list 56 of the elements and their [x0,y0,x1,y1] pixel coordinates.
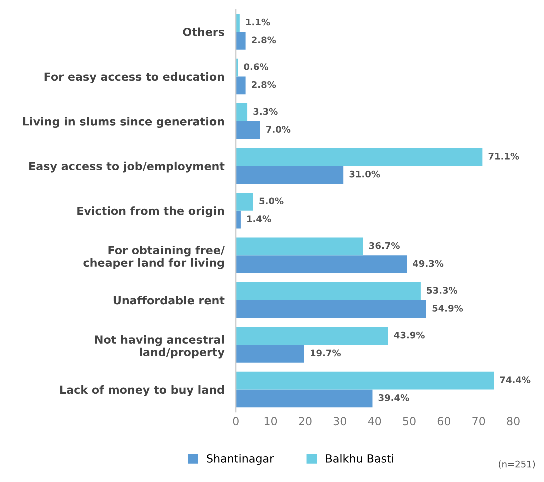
x-tick-label: 0 [233,417,239,426]
y-tick-label: Lack of money to buy land [60,386,224,396]
data-label: 43.9% [394,332,425,339]
data-label: 2.8% [252,36,276,44]
bar [236,282,421,300]
bar [236,300,426,318]
y-tick-label: Easy access to job/employment [30,162,225,173]
y-tick-label: Living in slums since generation [23,117,224,128]
data-label: 36.7% [370,242,400,250]
bar [236,76,246,95]
data-label: 1.1% [246,18,270,26]
data-label: 1.4% [248,216,272,222]
x-tick-label: 50 [403,417,416,426]
data-label: 54.9% [432,305,464,312]
bar [236,345,304,363]
data-label: 74.4% [500,376,531,384]
data-label: 5.0% [260,198,284,205]
data-label: 0.6% [244,64,268,70]
data-label: 71.1% [488,153,520,160]
data-label: 2.8% [252,81,276,88]
bar [236,327,388,346]
data-label: 49.3% [413,260,444,268]
x-tick-label: 20 [299,417,312,426]
bar [236,14,240,32]
bar [236,372,494,390]
legend-label: Shantinagar [207,454,274,466]
bar [236,210,241,229]
y-tick-label: Unaffordable rent [114,296,225,305]
y-tick-label: Eviction from the origin [78,206,224,218]
y-tick-label: For easy access to education [44,72,224,84]
bar [236,238,364,256]
bar [236,32,246,50]
data-label: 3.3% [254,108,278,116]
data-label: 53.3% [427,287,458,294]
x-tick-label: 10 [264,417,278,426]
bar [236,390,373,408]
bar [236,166,344,184]
x-tick-label: 30 [334,417,346,426]
x-tick-label: 60 [438,417,451,426]
x-tick-label: 70 [472,417,486,426]
y-tick-label: Not having ancestral land/property [95,335,225,359]
data-label: 31.0% [350,170,380,178]
bar [236,121,260,140]
bar [236,104,248,122]
data-label: 19.7% [310,350,342,357]
bar [236,192,254,211]
y-tick-label: For obtaining free/ cheaper land for living [84,246,225,270]
legend-label: Balkhu Basti [326,454,394,463]
text: (n=251) [499,460,536,469]
bar [236,256,408,274]
x-tick-label: 40 [368,417,382,426]
y-tick-label: Others [183,28,224,36]
bar [236,148,483,166]
x-tick-label: 80 [507,417,520,426]
data-label: 39.4% [378,394,410,402]
data-label: 7.0% [266,126,291,133]
